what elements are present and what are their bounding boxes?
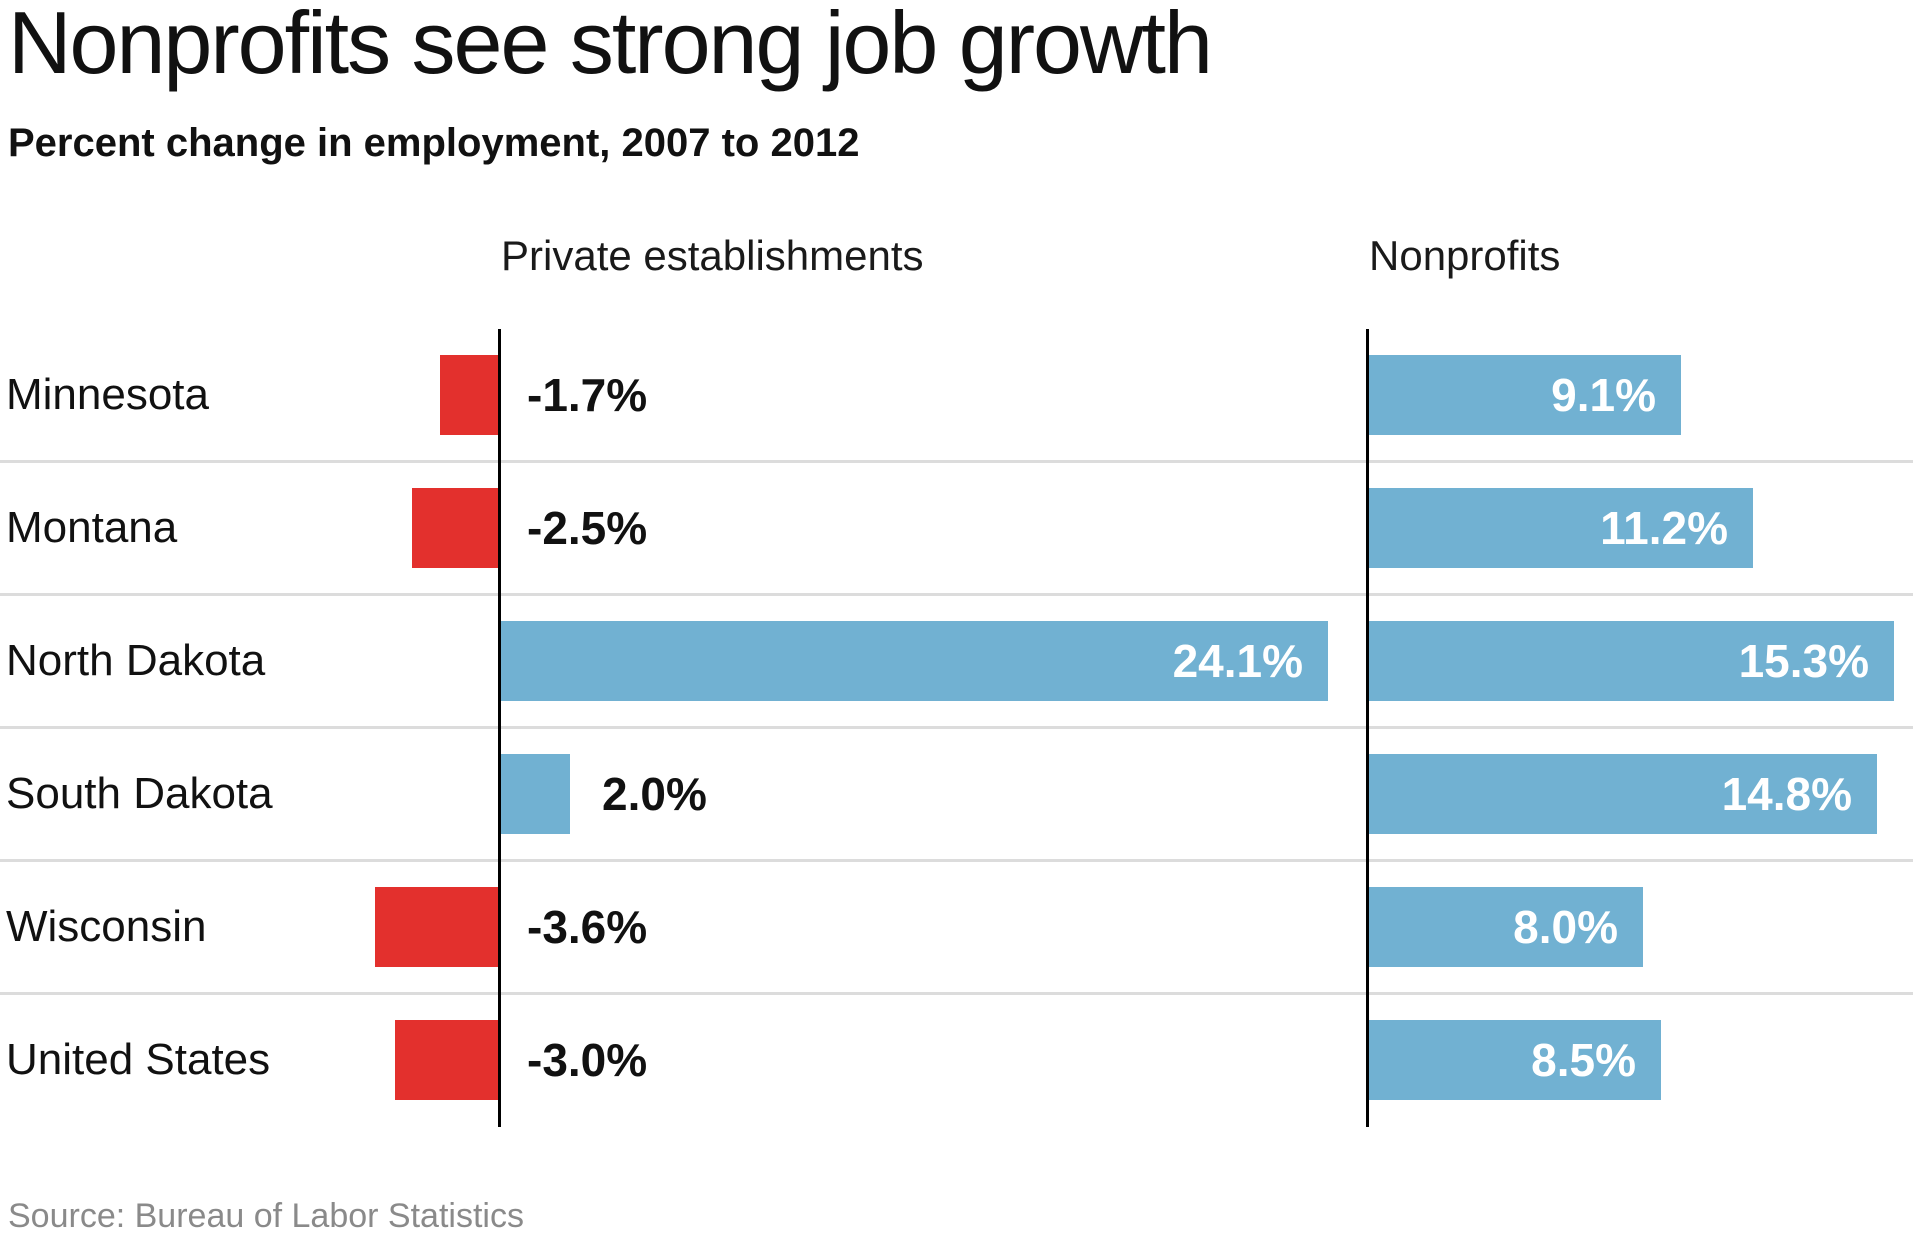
category-label: Wisconsin	[6, 901, 207, 951]
nonprofit-value-label: 15.3%	[1738, 634, 1869, 687]
private-bar	[501, 754, 570, 834]
private-bar	[501, 621, 1328, 701]
nonprofit-value-label: 8.0%	[1513, 900, 1618, 953]
nonprofit-bar	[1369, 1020, 1661, 1100]
nonprofit-value-label: 11.2%	[1600, 501, 1728, 554]
nonprofit-bar	[1369, 621, 1894, 701]
category-label: South Dakota	[6, 768, 273, 818]
row-separator	[0, 593, 1913, 596]
category-label: Minnesota	[6, 369, 210, 419]
row-separator	[0, 859, 1913, 862]
right-axis-line	[1366, 329, 1369, 1127]
chart-subtitle: Percent change in employment, 2007 to 20…	[8, 121, 860, 165]
private-value-label: 2.0%	[602, 767, 707, 820]
nonprofit-value-label: 8.5%	[1531, 1033, 1636, 1086]
row-separator	[0, 992, 1913, 995]
private-bar	[375, 887, 498, 967]
column-header-private-establishments: Private establishments	[501, 232, 924, 279]
private-value-label: -2.5%	[527, 501, 648, 554]
chart-row: Minnesota -1.7% 9.1%	[0, 328, 1913, 461]
chart-row: United States -3.0% 8.5%	[0, 993, 1913, 1126]
private-bar	[412, 488, 498, 568]
private-bar	[395, 1020, 498, 1100]
private-value-label: -1.7%	[527, 368, 648, 421]
nonprofit-bar	[1369, 355, 1681, 435]
private-value-label: -3.0%	[527, 1033, 648, 1086]
chart-row: North Dakota 24.1% 15.3%	[0, 594, 1913, 727]
private-value-label: -3.6%	[527, 900, 648, 953]
nonprofit-value-label: 9.1%	[1551, 368, 1656, 421]
chart-row: Montana -2.5% 11.2%	[0, 461, 1913, 594]
private-value-label: 24.1%	[1172, 634, 1303, 687]
nonprofit-bar	[1369, 754, 1877, 834]
nonprofit-bar	[1369, 488, 1753, 568]
chart-row: South Dakota 2.0% 14.8%	[0, 727, 1913, 860]
category-label: Montana	[6, 502, 178, 552]
category-label: North Dakota	[6, 635, 266, 685]
private-bar	[440, 355, 498, 435]
row-separator	[0, 460, 1913, 463]
chart-row: Wisconsin -3.6% 8.0%	[0, 860, 1913, 993]
column-header-nonprofits: Nonprofits	[1369, 232, 1561, 279]
left-axis-line	[498, 329, 501, 1127]
category-label: United States	[6, 1034, 271, 1084]
source-note: Source: Bureau of Labor Statistics	[8, 1197, 524, 1235]
nonprofit-bar	[1369, 887, 1643, 967]
chart-title: Nonprofits see strong job growth	[8, 0, 1213, 92]
row-separator	[0, 726, 1913, 729]
nonprofit-value-label: 14.8%	[1721, 767, 1852, 820]
